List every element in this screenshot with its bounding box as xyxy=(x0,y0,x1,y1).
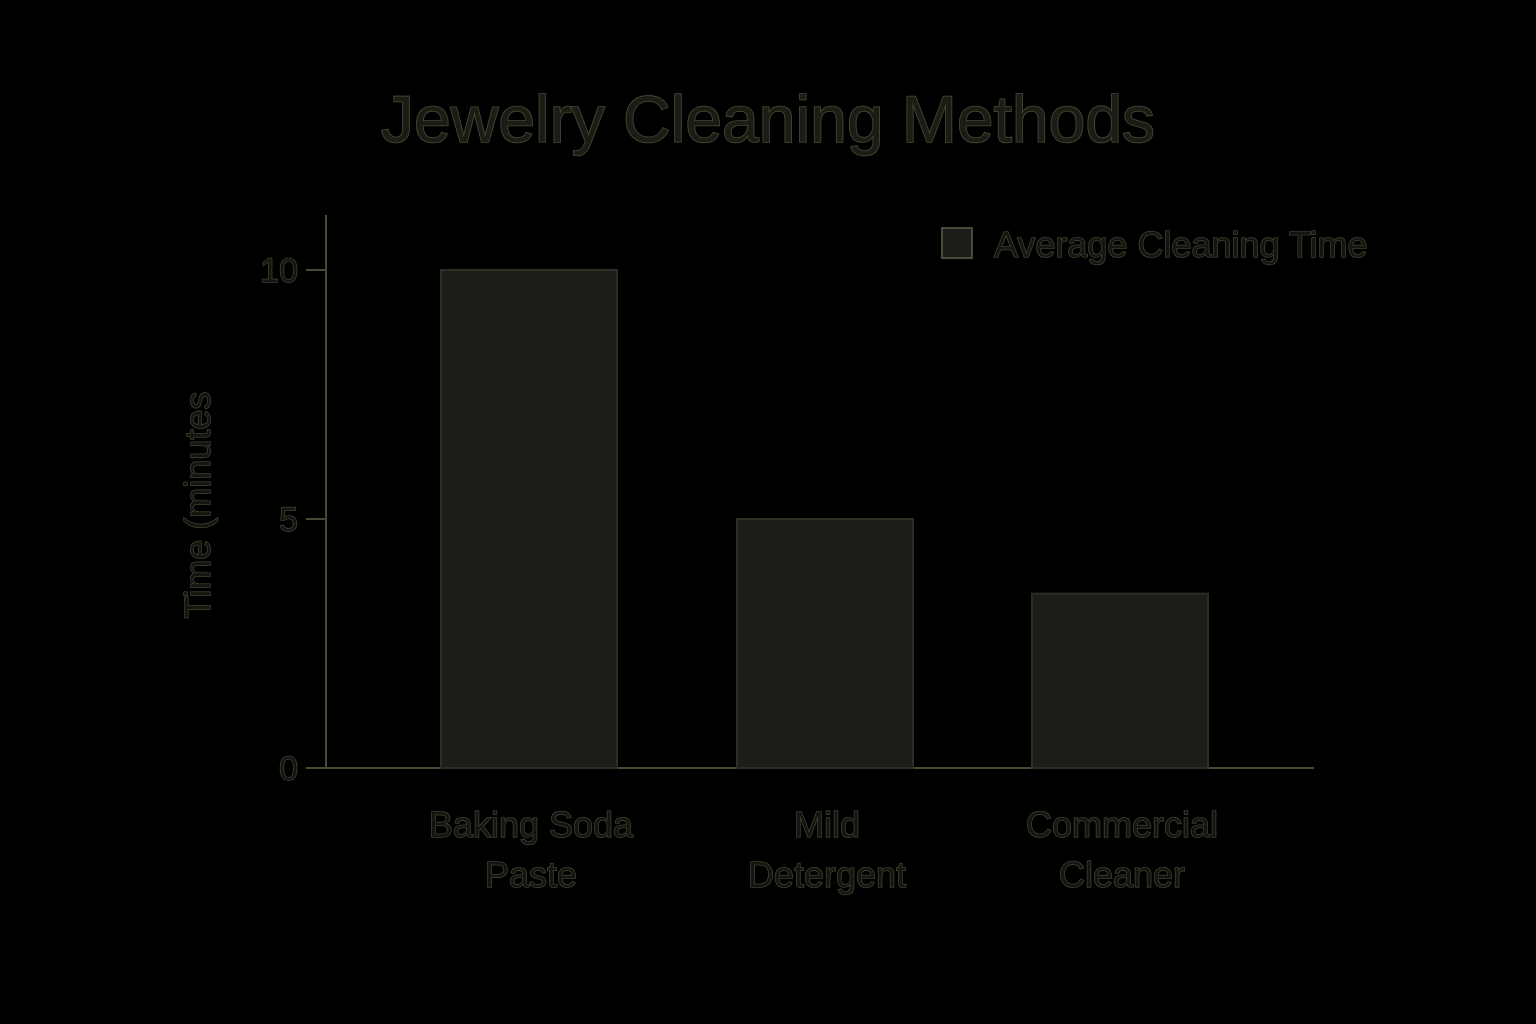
x-category-label: Baking Soda xyxy=(429,804,634,845)
chart-title: Jewelry Cleaning Methods xyxy=(381,82,1155,156)
x-category-label: Commercial xyxy=(1026,804,1218,845)
y-axis-ticks: 0 5 10 xyxy=(260,251,326,789)
y-axis-title: Time (minutes xyxy=(176,391,218,619)
y-tick-label: 5 xyxy=(279,501,298,539)
x-category-label: Detergent xyxy=(748,854,906,895)
x-category-label: Cleaner xyxy=(1059,854,1185,895)
y-axis-title-text: Time (minutes xyxy=(177,392,218,619)
y-tick-label: 0 xyxy=(279,750,298,788)
bar xyxy=(736,518,914,769)
y-tick-label: 10 xyxy=(260,252,298,290)
legend: Average Cleaning Time xyxy=(941,223,1368,266)
x-axis-category-labels: Baking Soda Paste Mild Detergent Commercial C… xyxy=(428,803,1218,895)
bars-group xyxy=(440,269,1209,770)
bar xyxy=(1031,592,1209,770)
bar xyxy=(440,269,618,769)
x-category-label: Paste xyxy=(485,854,577,895)
legend-swatch xyxy=(941,227,973,259)
legend-label: Average Cleaning Time xyxy=(994,224,1368,265)
x-category-label: Mild xyxy=(794,804,860,845)
